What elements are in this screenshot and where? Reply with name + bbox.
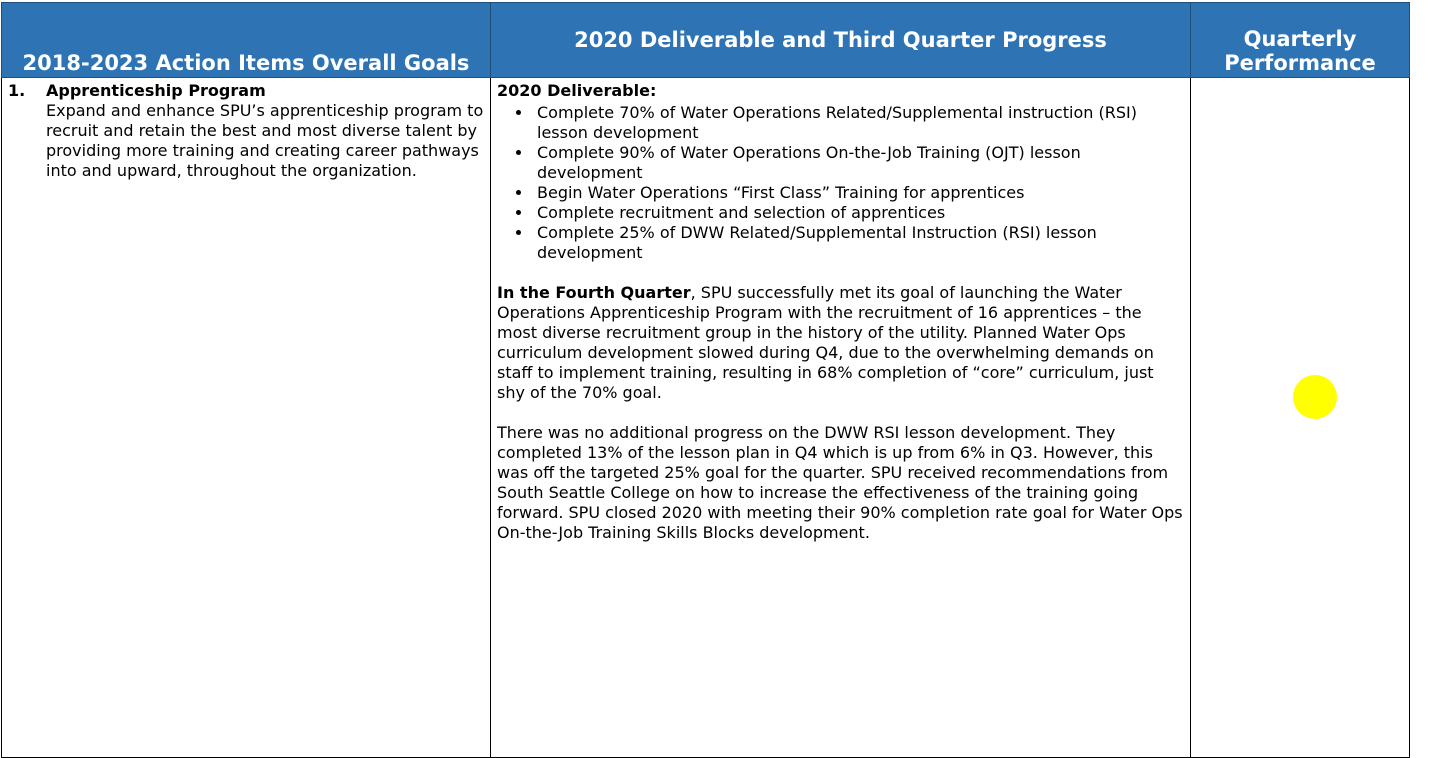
deliverable-item: Complete 25% of DWW Related/Supplemental… [533,223,1184,263]
deliverable-item: Begin Water Operations “First Class” Tra… [533,183,1184,203]
status-dot [1293,375,1337,419]
progress-paragraph: In the Fourth Quarter, SPU successfully … [497,283,1184,403]
item-description: Expand and enhance SPU’s apprenticeship … [46,101,484,180]
goal-cell: 1. Apprenticeship Program Expand and enha… [1,77,491,758]
header-cell: 2020 Deliverable and Third Quarter Progr… [490,2,1191,78]
item-number: 1. [8,81,26,100]
header-row: 2018-2023 Action Items Overall Goals 202… [1,2,1410,78]
header-cell: 2018-2023 Action Items Overall Goals [1,2,491,78]
header-cell: Quarterly Performance [1190,2,1410,78]
progress-cell: 2020 Deliverable: Complete 70% of Water … [490,77,1191,758]
deliverable-label: 2020 Deliverable: [497,81,657,100]
progress-paragraph: There was no additional progress on the … [497,423,1183,542]
item-title: Apprenticeship Program [46,81,266,100]
row: 1. Apprenticeship Program Expand and enha… [1,77,1410,758]
deliverable-item: Complete 90% of Water Operations On-the-… [533,143,1184,183]
progress-lead: In the Fourth Quarter [497,283,691,302]
deliverable-list: Complete 70% of Water Operations Related… [497,103,1184,263]
deliverable-item: Complete recruitment and selection of ap… [533,203,1184,223]
performance-cell [1190,77,1410,758]
progress-text: , SPU successfully met its goal of launc… [497,283,1154,402]
deliverable-item: Complete 70% of Water Operations Related… [533,103,1184,143]
